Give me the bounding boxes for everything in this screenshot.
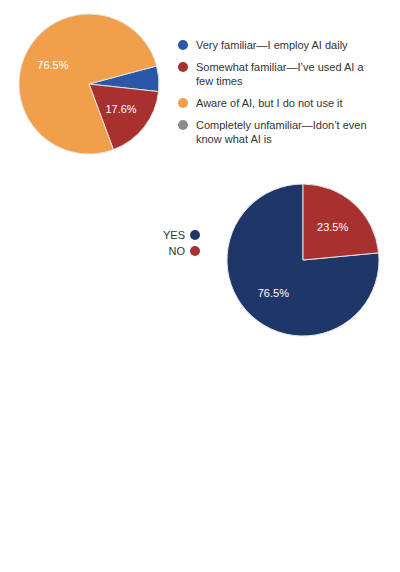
svg-text:76.5%: 76.5%	[37, 59, 68, 71]
html-text:Very familiar—I employ AI dail: Very familiar—I employ AI daily	[196, 39, 348, 51]
html-text:YES: YES	[163, 229, 185, 241]
html-text:NO: NO	[168, 245, 185, 257]
html-text:Aware of AI, but I do not use: Aware of AI, but I do not use it	[196, 97, 343, 109]
svg-text:23.5%: 23.5%	[317, 221, 348, 233]
svg-text:17.6%: 17.6%	[105, 103, 136, 115]
html-text:Somewhat familiar—I’ve used AI: Somewhat familiar—I’ve used AI a few tim…	[196, 61, 364, 87]
svg-text:76.5%: 76.5%	[258, 287, 289, 299]
html-text:Completely unfamiliar—Idon’t e: Completely unfamiliar—Idon’t even know w…	[196, 119, 367, 145]
